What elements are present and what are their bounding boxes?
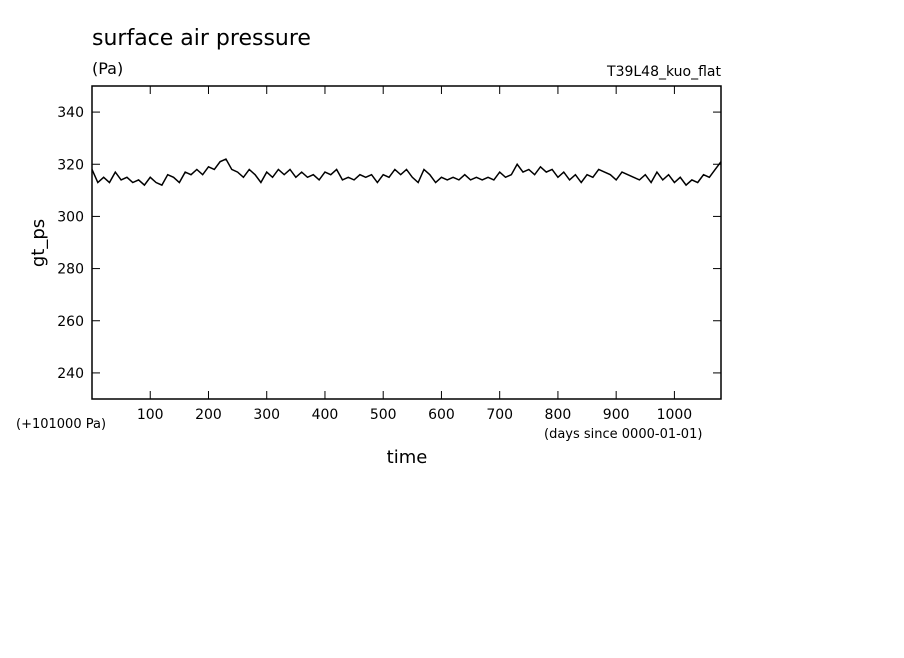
- y-tick-label: 280: [57, 262, 84, 278]
- y-offset-label: (+101000 Pa): [16, 417, 106, 432]
- y-tick-label: 300: [57, 209, 84, 225]
- x-tick-label: 1000: [657, 407, 693, 423]
- y-tick-label: 240: [57, 366, 84, 382]
- x-tick-label: 900: [603, 407, 630, 423]
- units-label: (Pa): [92, 59, 123, 78]
- x-tick-label: 300: [253, 407, 280, 423]
- x-tick-label: 200: [195, 407, 222, 423]
- y-axis-label: gt_ps: [28, 219, 49, 267]
- run-label: T39L48_kuo_flat: [606, 64, 721, 80]
- y-tick-label: 260: [57, 314, 84, 330]
- plot-frame: [91, 85, 722, 400]
- x-tick-label: 700: [486, 407, 513, 423]
- x-tick-label: 400: [312, 407, 339, 423]
- data-line: [91, 158, 722, 187]
- x-units-label: (days since 0000-01-01): [544, 427, 702, 442]
- x-axis-label: time: [387, 447, 428, 468]
- x-tick-label: 600: [428, 407, 455, 423]
- x-tick-label: 800: [545, 407, 572, 423]
- x-tick-label: 500: [370, 407, 397, 423]
- chart-title: surface air pressure: [92, 26, 311, 51]
- y-tick-label: 340: [57, 105, 84, 121]
- y-tick-label: 320: [57, 157, 84, 173]
- x-tick-label: 100: [137, 407, 164, 423]
